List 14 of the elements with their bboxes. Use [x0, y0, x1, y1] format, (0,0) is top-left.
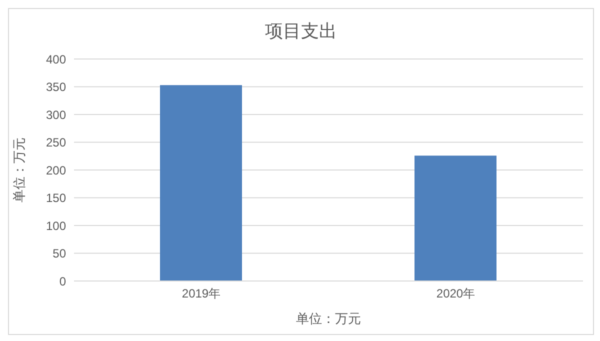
y-tick-label: 200	[46, 163, 66, 178]
y-tick-label: 350	[46, 80, 66, 94]
y-tick-label: 300	[46, 108, 66, 122]
chart-title: 项目支出	[264, 20, 338, 43]
y-tick-label: 400	[46, 52, 66, 66]
y-tick-label: 150	[46, 191, 66, 206]
x-tick-label: 2019年	[182, 286, 221, 301]
x-tick-label: 2020年	[436, 286, 476, 301]
y-tick-label: 50	[52, 246, 66, 261]
y-tick-label: 250	[46, 136, 66, 150]
y-tick-label: 100	[46, 218, 66, 233]
x-axis-title: 单位：万元	[296, 311, 361, 326]
y-axis-title: 单位：万元	[12, 138, 27, 202]
y-tick-label: 0	[59, 274, 66, 288]
